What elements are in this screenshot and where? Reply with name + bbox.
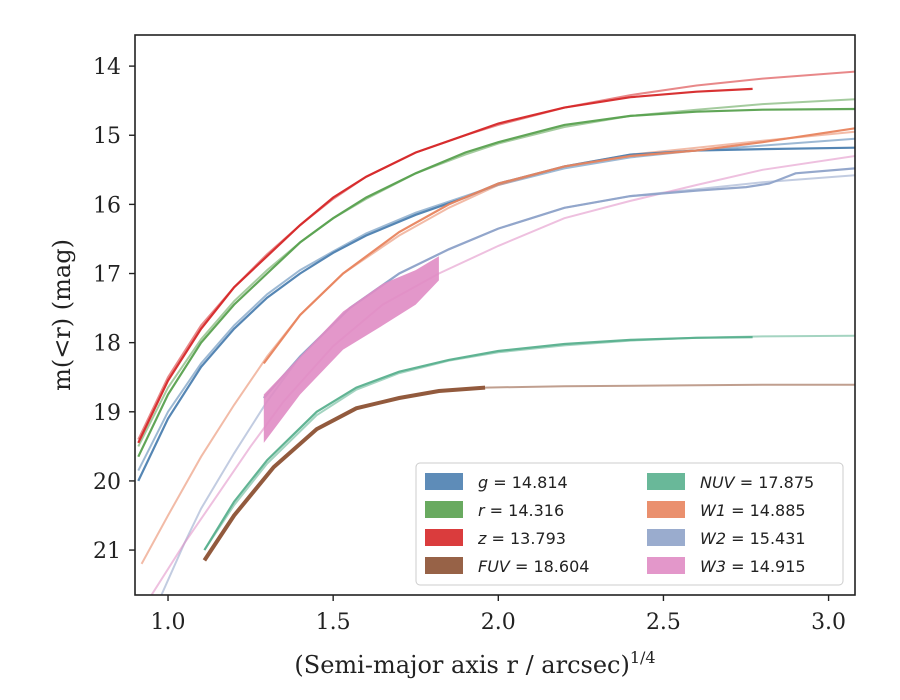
y-tick-label: 15 xyxy=(93,124,121,149)
series-layer xyxy=(137,70,855,595)
legend: g = 14.814 r = 14.316 z = 13.793 FUV = 18.6… xyxy=(415,462,844,586)
legend-swatch-z xyxy=(425,529,463,546)
y-tick-label: 20 xyxy=(93,470,121,495)
x-tick-label: 1.5 xyxy=(316,610,351,635)
y-tick-label: 14 xyxy=(93,55,121,80)
y-tick-label: 19 xyxy=(93,401,121,426)
series-fuv-measured-line xyxy=(202,385,486,562)
y-tick-label: 18 xyxy=(93,332,121,357)
legend-swatch-w1 xyxy=(647,501,685,518)
series-w3-measured-band xyxy=(263,256,439,443)
legend-swatch-w2 xyxy=(647,529,685,546)
legend-swatch-g xyxy=(425,473,463,490)
x-tick-label: 2.5 xyxy=(646,610,681,635)
x-tick-label: 3.0 xyxy=(811,610,846,635)
x-tick-label: 2.0 xyxy=(481,610,516,635)
series-z-measured-line xyxy=(137,87,753,444)
legend-label-w3: W3 = 14.915 xyxy=(700,557,806,576)
legend-label-g: g = 14.814 xyxy=(478,473,568,492)
y-tick-label: 16 xyxy=(93,193,121,218)
legend-label-w2: W2 = 15.431 xyxy=(700,529,806,548)
x-axis-title-main: (Semi-major axis r / arcsec) xyxy=(294,651,629,679)
series-w1-measured-line xyxy=(262,127,855,365)
series-w1-model-line xyxy=(140,130,855,565)
series-w2-measured-line xyxy=(262,167,855,399)
x-axis-title: (Semi-major axis r / arcsec)1/4 xyxy=(294,648,655,679)
legend-swatch-fuv xyxy=(425,557,463,574)
legend-label-r: r = 14.316 xyxy=(478,501,564,520)
legend-label-z: z = 13.793 xyxy=(477,529,566,548)
series-g-model-line xyxy=(137,137,855,472)
plot-frame xyxy=(134,34,856,596)
legend-box xyxy=(415,462,844,586)
x-tick-label: 1.0 xyxy=(151,610,186,635)
y-axis-title: m(<r) (mag) xyxy=(48,239,76,391)
x-axis-title-power: 1/4 xyxy=(630,648,656,667)
series-r-measured-line xyxy=(137,107,855,458)
tick-layer: 1.0 1.5 2.0 2.5 3.0 14 15 16 17 18 19 20 21 xyxy=(93,55,846,635)
legend-label-w1: W1 = 14.885 xyxy=(700,501,806,520)
series-nuv-measured-line xyxy=(203,336,753,551)
legend-swatch-r xyxy=(425,501,463,518)
legend-swatch-nuv xyxy=(647,473,685,490)
series-fuv-model-line xyxy=(485,383,855,389)
legend-label-fuv: FUV = 18.604 xyxy=(478,557,589,576)
legend-label-nuv: NUV = 17.875 xyxy=(700,473,814,492)
y-tick-label: 17 xyxy=(93,263,121,288)
legend-swatch-w3 xyxy=(647,557,685,574)
series-r-model-line xyxy=(137,98,855,447)
y-tick-label: 21 xyxy=(93,539,121,564)
